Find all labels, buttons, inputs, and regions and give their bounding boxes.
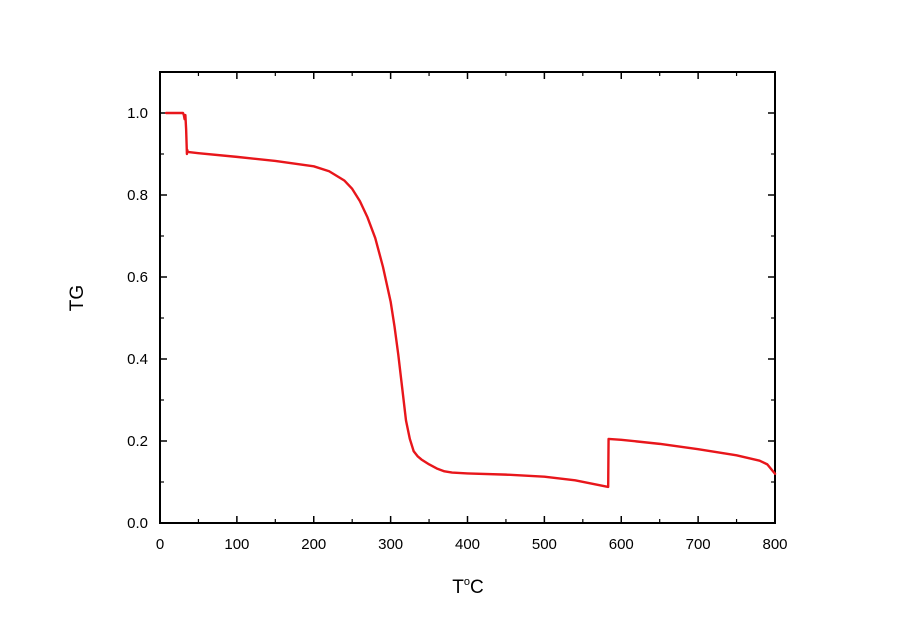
x-tick-label: 600	[609, 536, 634, 553]
tg-series-line	[164, 111, 777, 489]
x-axis-title-suffix: C	[470, 577, 484, 598]
series-layer	[164, 111, 777, 489]
x-tick-label: 400	[455, 536, 480, 553]
x-axis-title: ToC	[452, 576, 483, 598]
y-axis-title: TG	[67, 285, 88, 311]
y-tick-label: 0.2	[127, 433, 148, 450]
y-axis-tick-labels: 0.0 0.2 0.4 0.6 0.8 1.0	[127, 105, 148, 532]
y-tick-label: 0.0	[127, 515, 148, 532]
x-tick-label: 500	[532, 536, 557, 553]
x-tick-label: 800	[762, 536, 787, 553]
x-tick-label: 100	[224, 536, 249, 553]
x-axis-title-main: T	[452, 577, 464, 598]
plot-frame	[159, 71, 776, 524]
x-axis-ticks	[159, 72, 776, 523]
y-axis-ticks	[160, 71, 775, 524]
x-tick-label: 700	[686, 536, 711, 553]
y-tick-label: 0.4	[127, 351, 148, 368]
x-axis-title-superscript: o	[464, 576, 470, 588]
y-tick-label: 0.8	[127, 187, 148, 204]
x-tick-label: 0	[156, 536, 164, 553]
x-tick-label: 300	[378, 536, 403, 553]
x-tick-label: 200	[301, 536, 326, 553]
x-axis-tick-labels: 0 100 200 300 400 500 600 700 800	[156, 536, 788, 553]
y-tick-label: 1.0	[127, 105, 148, 122]
y-tick-label: 0.6	[127, 269, 148, 286]
